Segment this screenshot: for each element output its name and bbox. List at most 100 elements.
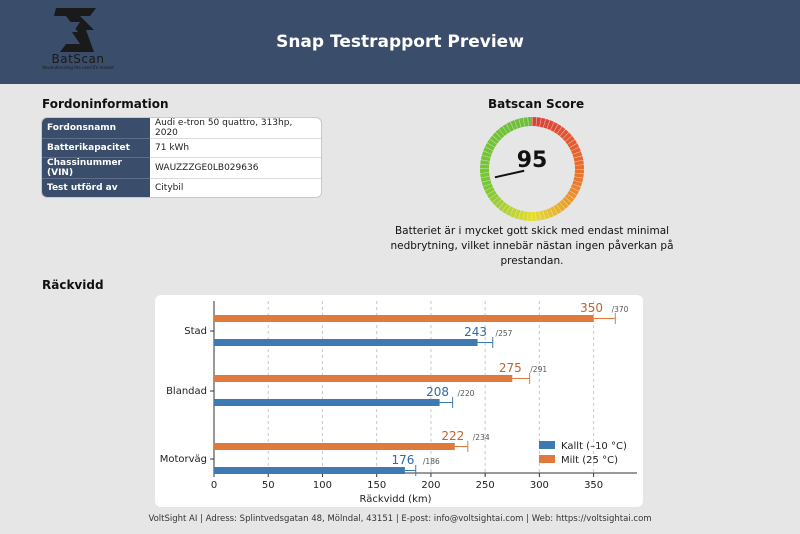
row-label: Fordonsnamn <box>42 118 150 139</box>
range-title: Räckvidd <box>42 278 104 292</box>
gauge-segment <box>562 196 572 206</box>
range-bar <box>214 399 440 406</box>
range-bar <box>214 339 478 346</box>
gauge-segment <box>559 129 569 139</box>
gauge-segment <box>483 147 494 154</box>
range-bar <box>214 375 513 382</box>
legend-label: Kallt (–10 °C) <box>561 441 627 452</box>
gauge-segment <box>574 160 584 166</box>
gauge-segment <box>487 139 497 148</box>
gauge-segment <box>510 120 518 130</box>
gauge-segment <box>550 206 558 217</box>
gauge-segment <box>550 122 558 132</box>
score-description: Batteriet är i mycket gott skick med end… <box>390 225 674 267</box>
gauge-segment <box>518 210 525 221</box>
gauge-segment <box>574 173 584 179</box>
gauge-segment <box>495 129 505 139</box>
x-axis-label: Räckvidd (km) <box>359 494 431 505</box>
gauge-segment <box>480 164 490 169</box>
header-bar: BatScan Revolutionizing the used EV mark… <box>0 0 800 84</box>
gauge-segment <box>562 132 572 142</box>
category-label: Motorväg <box>160 454 207 465</box>
x-tick-label: 350 <box>584 480 603 491</box>
gauge-segment <box>502 204 511 214</box>
gauge-segment <box>522 211 528 221</box>
gauge-segment <box>527 211 532 221</box>
gauge-segment <box>527 117 532 127</box>
gauge-segment <box>573 176 584 183</box>
gauge-segment <box>556 202 566 212</box>
batscan-logo: BatScan Revolutionizing the used EV mark… <box>36 6 120 72</box>
logo-tagline: Revolutionizing the used EV market <box>42 65 114 70</box>
bar-max-label: /291 <box>530 365 547 374</box>
gauge-segment <box>539 117 546 128</box>
table-row: Test utförd av Citybil <box>42 179 321 197</box>
category-label: Stad <box>184 326 207 337</box>
bar-value-label: 208 <box>426 385 449 399</box>
gauge-segment <box>514 209 521 220</box>
x-tick-label: 50 <box>262 480 275 491</box>
bar-value-label: 176 <box>391 453 414 467</box>
gauge-segment <box>572 151 583 158</box>
gauge-segment <box>559 199 569 209</box>
category-label: Blandad <box>166 386 207 397</box>
gauge-segment <box>564 193 575 203</box>
range-bar <box>214 315 594 322</box>
bar-value-label: 275 <box>499 361 522 375</box>
x-tick-label: 150 <box>367 480 386 491</box>
footer-text: VoltSight AI | Adress: Splintvedsgatan 4… <box>148 514 652 524</box>
bar-max-label: /370 <box>612 305 629 314</box>
gauge-segment <box>480 155 491 162</box>
score-title: Batscan Score <box>488 97 585 111</box>
range-bar <box>214 443 455 450</box>
gauge-segment <box>506 121 514 132</box>
gauge-segment <box>510 207 517 218</box>
bar-value-label: 350 <box>580 301 603 315</box>
gauge-segment <box>486 190 497 199</box>
bar-max-label: /234 <box>473 433 490 442</box>
vehicle-info-title: Fordoninformation <box>42 97 169 111</box>
gauge-segment <box>532 211 537 221</box>
gauge-segment <box>480 159 490 165</box>
gauge-segment <box>572 180 583 187</box>
gauge-segment <box>514 118 521 129</box>
gauge-segment <box>574 164 584 169</box>
gauge-segment <box>492 196 502 206</box>
gauge-segment <box>492 132 502 142</box>
row-value: Citybil <box>155 183 184 193</box>
logo-mark-icon <box>54 8 96 52</box>
gauge-segment <box>556 126 566 137</box>
gauge-segment <box>543 118 550 129</box>
legend-label: Milt (25 °C) <box>561 455 618 466</box>
bar-max-label: /257 <box>496 329 513 338</box>
gauge-segment <box>495 199 505 209</box>
bar-value-label: 243 <box>464 325 487 339</box>
gauge-segment <box>480 176 491 183</box>
gauge-segment <box>498 126 508 136</box>
gauge-segment <box>573 155 584 162</box>
gauge-segment <box>480 172 490 178</box>
gauge-segment <box>546 208 554 218</box>
row-label: Test utförd av <box>42 179 150 197</box>
gauge-segment <box>567 190 577 199</box>
range-chart-panel: 0 50 100 150 200 250 300 350 Räckvidd (km) 350/37… <box>155 295 643 507</box>
gauge-segment <box>553 124 562 134</box>
bar-max-label: /220 <box>458 389 475 398</box>
gauge-segment <box>489 193 499 203</box>
gauge-segment <box>506 206 514 216</box>
gauge-segment <box>502 123 511 134</box>
score-value: 95 <box>516 148 548 173</box>
legend-swatch <box>539 455 555 463</box>
page-title: Snap Testrapport Preview <box>276 32 524 52</box>
gauge-segment <box>574 169 584 174</box>
gauge-segment <box>569 187 579 195</box>
x-tick-label: 250 <box>476 480 495 491</box>
gauge-segment <box>539 210 546 221</box>
gauge-segment <box>547 120 554 131</box>
gauge-segment <box>489 135 500 145</box>
gauge-segment <box>480 169 490 174</box>
gauge-segment <box>536 117 542 127</box>
score-gauge <box>480 117 584 221</box>
gauge-needle <box>494 169 525 179</box>
range-bar <box>214 467 405 474</box>
